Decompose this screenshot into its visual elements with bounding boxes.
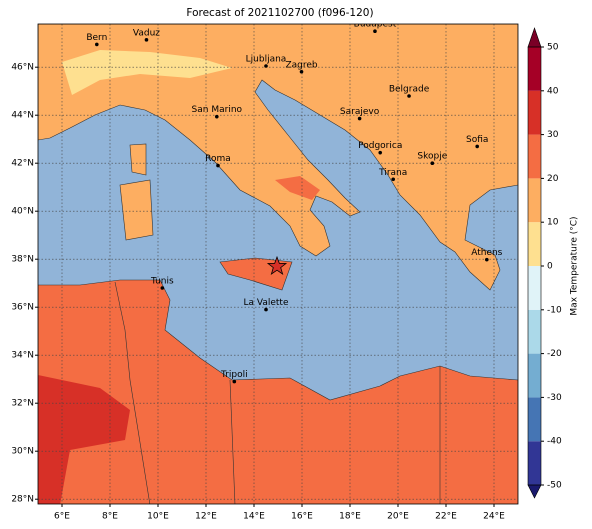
title: Forecast of 2021102700 (f096-120) — [186, 7, 373, 19]
city-dot — [232, 379, 237, 384]
city-dot — [215, 114, 219, 119]
city-dot — [160, 286, 165, 290]
colorbar-tick-label: 20 — [547, 174, 559, 184]
city-label: Tunis — [150, 277, 174, 287]
colorbar: -50 -40 -30 -20 -10 0 10 20 30 40 50 Max Temperatur… — [527, 27, 580, 499]
colorbar-segment — [528, 353, 541, 398]
x-tick-label: 6°E — [54, 512, 70, 522]
map-frame — [37, 23, 519, 505]
x-tick-label: 10°E — [147, 512, 169, 522]
city-label: Belgrade — [389, 85, 430, 95]
colorbar-tick-label: 0 — [547, 262, 553, 272]
city-dot — [475, 144, 480, 149]
city-label: Skopje — [417, 152, 447, 162]
colorbar-extend-low — [527, 484, 542, 499]
city-dot — [430, 161, 435, 165]
colorbar-segment — [528, 134, 541, 179]
y-tick-label: 42°N — [11, 159, 34, 169]
sardinia — [119, 179, 154, 241]
x-tick-label: 16°E — [291, 512, 313, 522]
borders — [229, 379, 236, 504]
city-label: Roma — [205, 154, 231, 164]
colorbar-tick-label: 40 — [547, 86, 559, 96]
city-dot — [299, 69, 304, 74]
y-tick-label: 44°N — [11, 111, 34, 121]
y-tick-label: 40°N — [11, 207, 34, 217]
y-tick-label: 36°N — [11, 303, 34, 313]
city-dot — [357, 116, 362, 121]
city-dot — [485, 257, 489, 262]
city-label: Ljubljana — [246, 55, 287, 65]
city-dot — [373, 29, 377, 33]
city-label: Athens — [471, 248, 502, 258]
star-marker — [266, 255, 288, 275]
colorbar-segment — [528, 47, 541, 91]
colorbar-segment — [528, 90, 541, 135]
colorbar-tick-label: -20 — [547, 349, 562, 359]
map-axes: 6°E 8°E 10°E 12°E 14°E 16°E 18°E 20°E 22°E 24°E 28… — [11, 63, 505, 522]
city-dot — [407, 94, 411, 98]
city-label: Tirana — [378, 168, 407, 178]
colorbar-tick-label: -30 — [547, 393, 562, 403]
colorbar-tick-label: 10 — [547, 218, 559, 228]
y-tick-label: 46°N — [11, 63, 34, 73]
y-tick-label: 30°N — [11, 447, 34, 457]
city-label: Zagreb — [285, 60, 317, 70]
alps-cool — [62, 50, 232, 95]
city-label: Podgorica — [358, 141, 402, 151]
y-tick-label: 32°N — [11, 399, 34, 409]
colorbar-label: Max Temperature (°C) — [570, 216, 580, 315]
x-tick-label: 12°E — [195, 512, 217, 522]
city-dot — [378, 150, 383, 155]
africa-hot — [38, 375, 130, 504]
city-dot — [216, 163, 220, 168]
colorbar-segment — [528, 441, 541, 485]
colorbar-segment — [528, 178, 541, 223]
italy-warm — [275, 176, 320, 200]
city-label: Budapest — [354, 20, 397, 30]
colorbar-tick-label: -40 — [547, 437, 562, 447]
colorbar-segment — [528, 222, 541, 266]
city-label: San Marino — [192, 105, 243, 115]
city-dot — [264, 64, 268, 68]
corsica — [129, 143, 147, 176]
graticule — [38, 24, 518, 504]
x-tick-label: 8°E — [102, 512, 118, 522]
colorbar-tick-label: -50 — [547, 481, 562, 491]
city-dot — [95, 42, 99, 47]
y-tick-label: 34°N — [11, 351, 34, 361]
x-tick-label: 14°E — [243, 512, 265, 522]
city-label: Sarajevo — [340, 107, 380, 117]
city-label: Vaduz — [133, 28, 160, 38]
city-dot — [391, 177, 396, 182]
colorbar-segment — [528, 266, 541, 310]
colorbar-segment — [528, 309, 541, 354]
city-dot — [264, 307, 268, 312]
colorbar-extend-high — [527, 27, 542, 48]
x-tick-label: 20°E — [387, 512, 409, 522]
colorbar-tick-label: -10 — [547, 305, 562, 315]
colorbar-segment — [528, 397, 541, 442]
colorbar-tick-label: 30 — [547, 130, 559, 140]
city-label: Tripoli — [220, 370, 248, 380]
y-tick-label: 28°N — [11, 495, 34, 505]
x-tick-label: 24°E — [483, 512, 505, 522]
city-label: Bern — [86, 33, 107, 43]
y-tick-label: 38°N — [11, 255, 34, 265]
city-dot — [144, 38, 149, 42]
city-label: La Valette — [244, 298, 289, 308]
x-tick-label: 22°E — [435, 512, 457, 522]
city-label: Sofia — [466, 135, 488, 145]
colorbar-tick-label: 50 — [547, 43, 559, 53]
x-tick-label: 18°E — [339, 512, 361, 522]
borders — [114, 281, 151, 504]
